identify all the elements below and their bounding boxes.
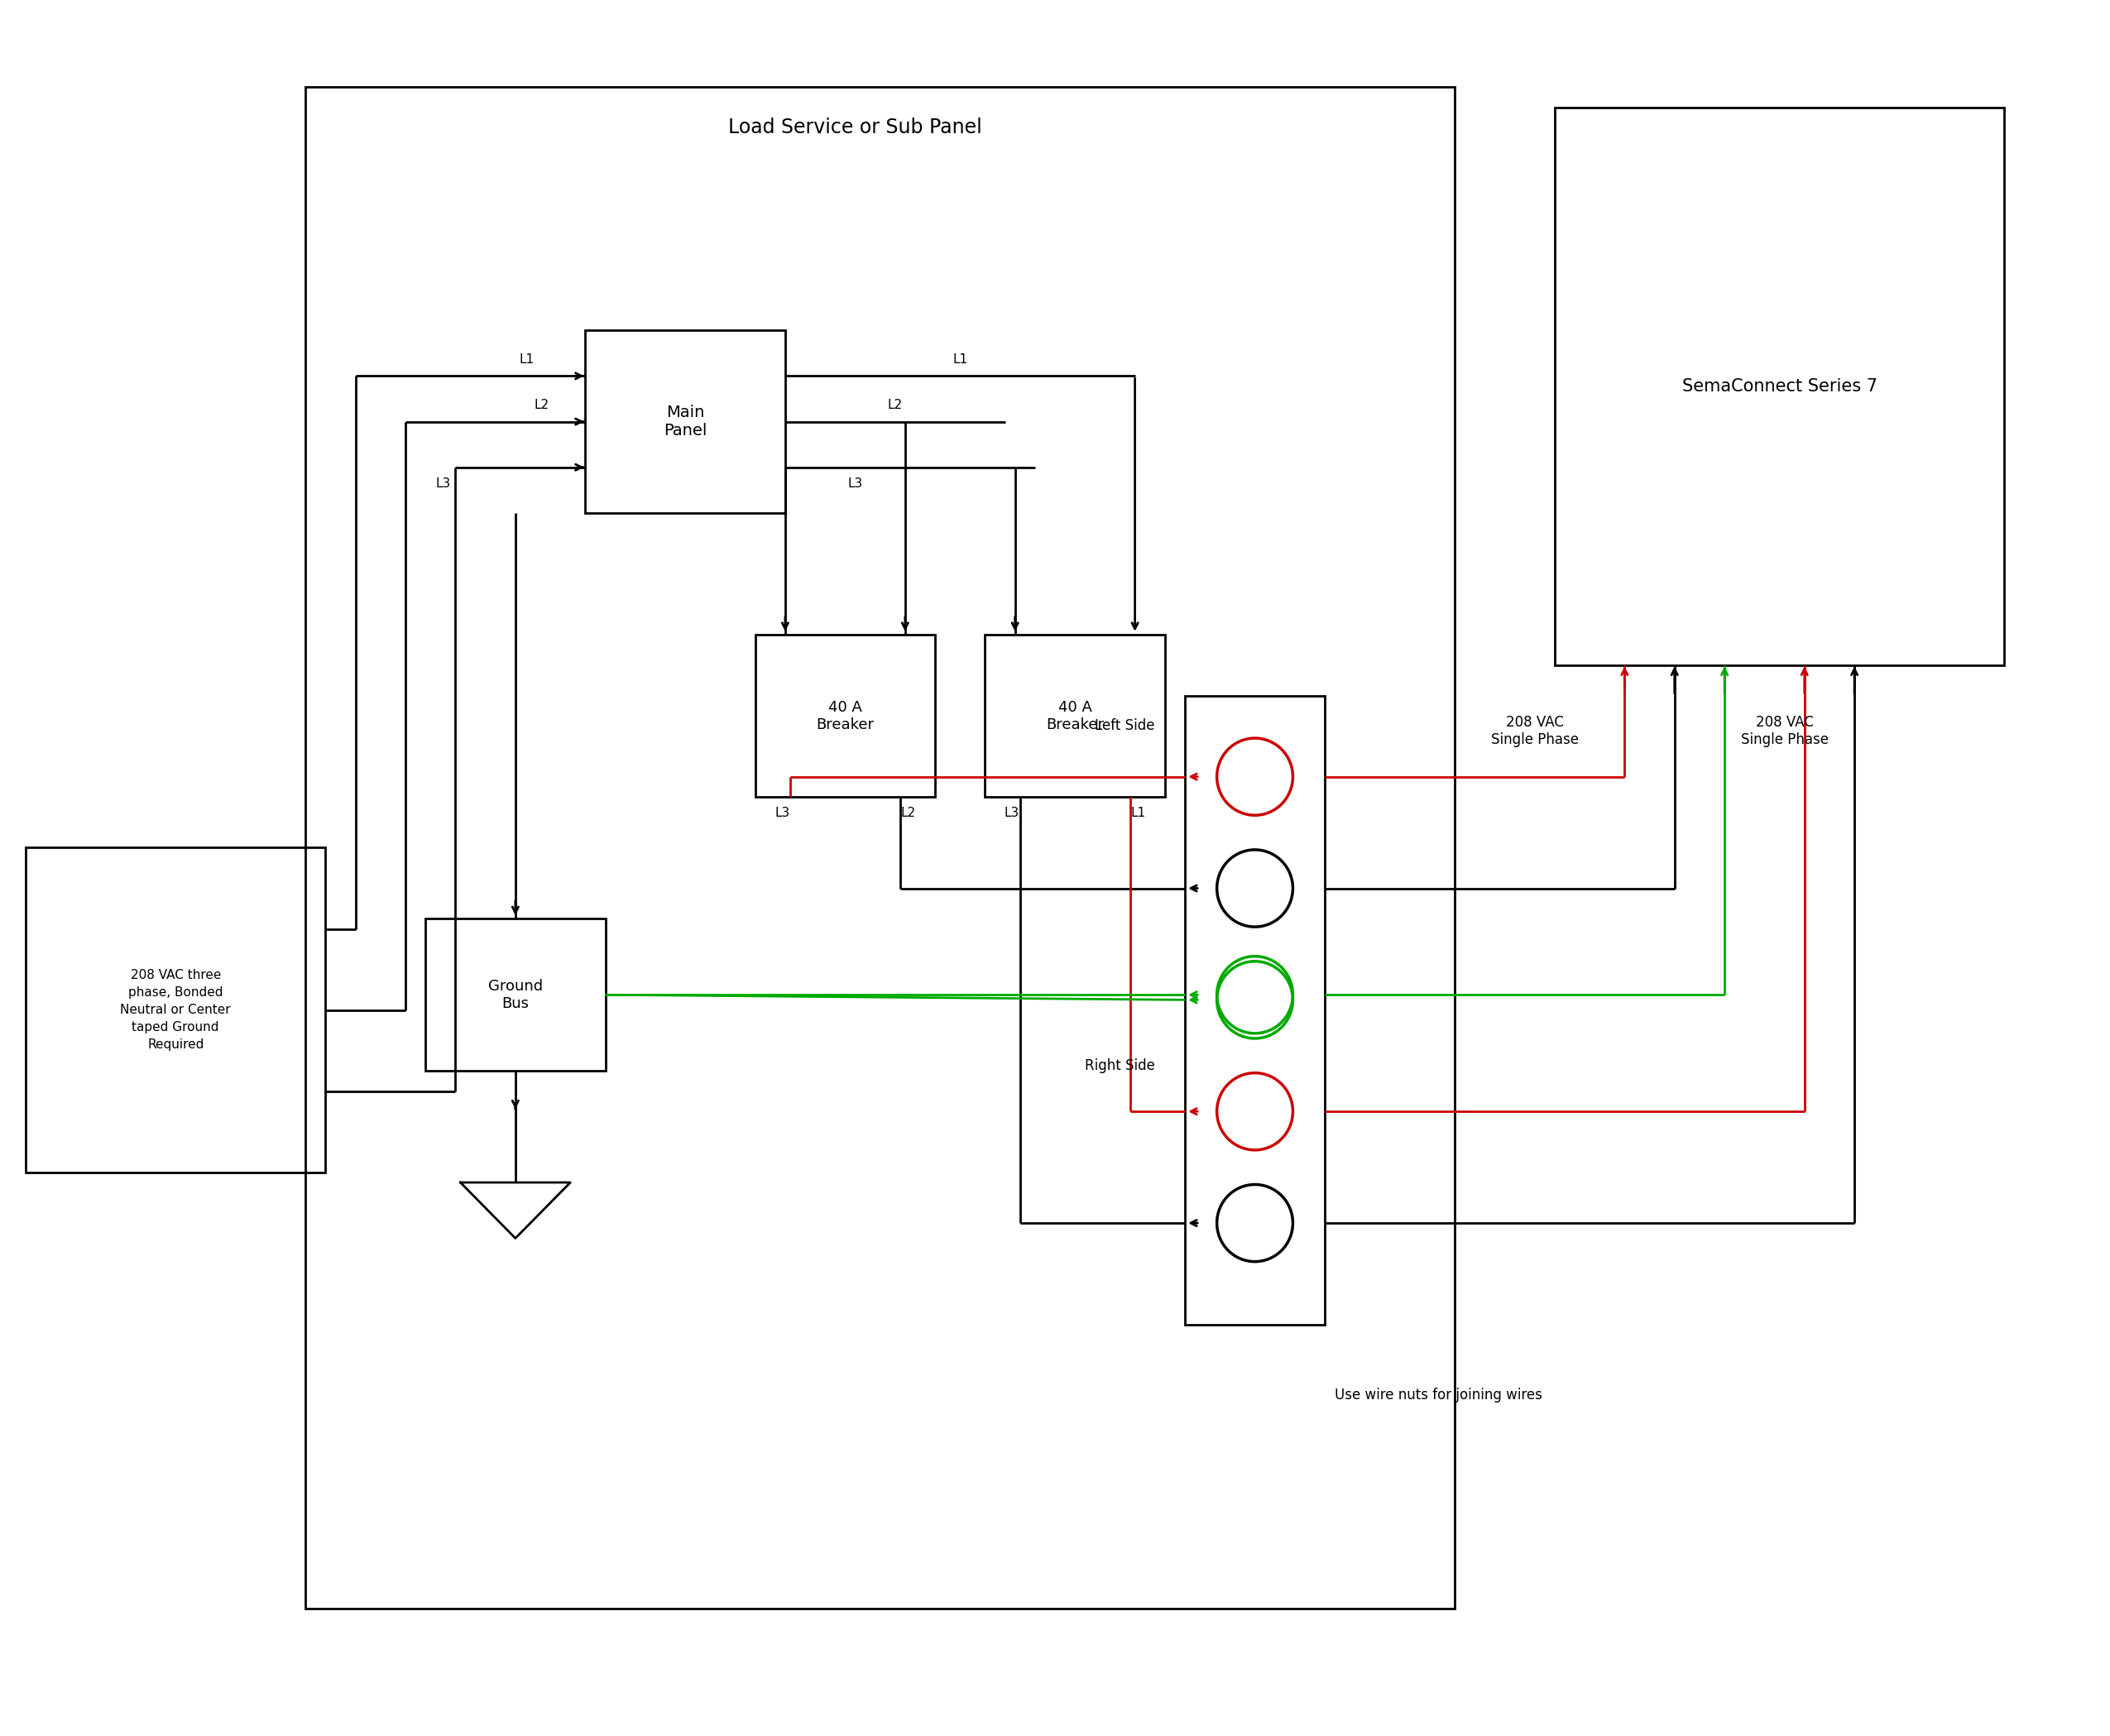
Bar: [985, 635, 1165, 797]
Text: L2: L2: [901, 807, 916, 819]
Text: 208 VAC
Single Phase: 208 VAC Single Phase: [1741, 715, 1829, 746]
Bar: [584, 330, 785, 512]
Text: 208 VAC three
phase, Bonded
Neutral or Center
taped Ground
Required: 208 VAC three phase, Bonded Neutral or C…: [120, 969, 230, 1050]
Bar: [1555, 108, 2004, 665]
Circle shape: [1211, 951, 1298, 1038]
Text: L1: L1: [519, 354, 534, 366]
Bar: [1186, 696, 1325, 1325]
Text: L3: L3: [1004, 807, 1019, 819]
Text: L3: L3: [848, 477, 863, 490]
Bar: [306, 87, 1454, 1609]
Text: L1: L1: [1131, 807, 1146, 819]
Text: L2: L2: [534, 399, 549, 411]
Text: Right Side: Right Side: [1085, 1059, 1154, 1073]
Text: L1: L1: [952, 354, 968, 366]
Text: Use wire nuts for joining wires: Use wire nuts for joining wires: [1336, 1389, 1542, 1403]
Bar: [25, 847, 325, 1172]
Text: L2: L2: [888, 399, 903, 411]
Text: Left Side: Left Side: [1095, 719, 1154, 733]
Text: L3: L3: [435, 477, 449, 490]
Text: Main
Panel: Main Panel: [663, 404, 707, 439]
Bar: [426, 918, 606, 1071]
Text: 208 VAC
Single Phase: 208 VAC Single Phase: [1492, 715, 1578, 746]
Text: SemaConnect Series 7: SemaConnect Series 7: [1682, 378, 1878, 394]
Bar: [755, 635, 935, 797]
Text: 40 A
Breaker: 40 A Breaker: [817, 700, 874, 733]
Text: Load Service or Sub Panel: Load Service or Sub Panel: [728, 118, 981, 137]
Text: Ground
Bus: Ground Bus: [487, 979, 542, 1010]
Text: L3: L3: [774, 807, 789, 819]
Text: 40 A
Breaker: 40 A Breaker: [1047, 700, 1104, 733]
